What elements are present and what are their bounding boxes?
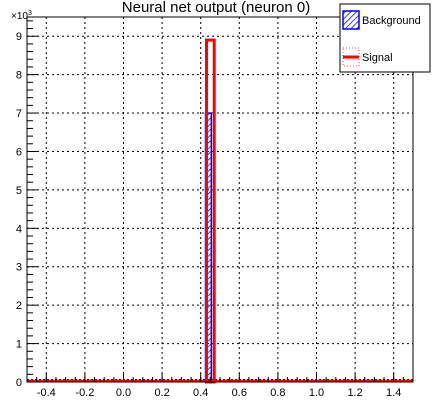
- x-tick-label: 0.0: [116, 387, 131, 399]
- x-tick-label: 1.4: [386, 387, 401, 399]
- grid-layer: [27, 17, 413, 382]
- y-tick-label: 6: [16, 146, 22, 158]
- x-tick-label: -0.4: [37, 387, 56, 399]
- y-exponent-label: ×103: [11, 10, 32, 22]
- x-tick-label: 0.8: [270, 387, 285, 399]
- legend-label: Signal: [362, 52, 393, 64]
- legend-label: Background: [362, 15, 421, 27]
- y-tick-label: 7: [16, 108, 22, 120]
- x-tick-label: 1.2: [347, 387, 362, 399]
- y-tick-label: 9: [16, 31, 22, 43]
- x-tick-label: 0.6: [232, 387, 247, 399]
- y-tick-label: 2: [16, 300, 22, 312]
- x-tick-label: 0.2: [154, 387, 169, 399]
- y-tick-label: 3: [16, 262, 22, 274]
- tick-layer: [26, 20, 404, 383]
- x-tick-label: 0.4: [193, 387, 208, 399]
- legend: Background Signal: [339, 3, 431, 73]
- y-tick-label: 8: [16, 70, 22, 82]
- y-tick-label: 0: [16, 377, 22, 389]
- y-tick-label: 4: [16, 223, 22, 235]
- label-layer: -0.4 -0.2 0.0 0.2 0.4 0.6 0.8 1.0 1.2 1.4 0 1 2 3 4 5 6 7…: [16, 31, 401, 399]
- legend-swatch-background: [342, 10, 360, 30]
- y-tick-label: 1: [16, 339, 22, 351]
- chart-title: Neural net output (neuron 0): [122, 0, 310, 16]
- x-tick-label: -0.2: [75, 387, 94, 399]
- x-tick-label: 1.0: [309, 387, 324, 399]
- y-tick-label: 5: [16, 185, 22, 197]
